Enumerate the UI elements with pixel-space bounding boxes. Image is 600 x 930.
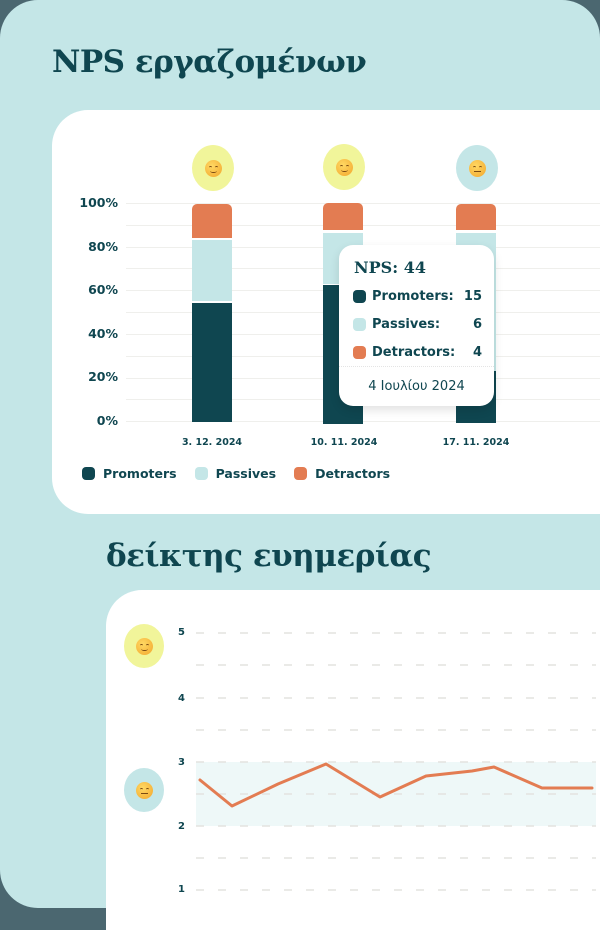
tooltip-row-promoters: Promoters: 15 [353,289,482,304]
legend-item-promoters[interactable]: Promoters [82,466,177,481]
x-label: 17. 11. 2024 [442,437,510,448]
promoters-swatch-icon [353,290,366,303]
legend-item-passives[interactable]: Passives [194,466,277,481]
chart-legend: Promoters Passives Detractors [82,466,408,481]
bar-3-12-2024[interactable] [192,204,232,422]
legend-label: Passives [215,466,277,481]
passives-swatch-icon [353,318,366,331]
tooltip-title: NPS: 44 [354,258,426,277]
y-tick-3: 3 [178,757,185,768]
tooltip-label: Passives: [372,317,441,332]
y-tick-80: 80% [88,239,118,254]
smiling-face-icon [335,158,353,176]
tooltip-value: 15 [463,289,482,304]
gridline [126,421,600,422]
legend-label: Detractors [315,466,391,481]
tooltip-label: Promoters: [372,289,454,304]
mood-badge-happy [323,144,365,190]
tooltip-value: 6 [472,317,482,332]
nps-section-title: NPS εργαζομένων [52,44,367,80]
detractors-swatch-icon [353,346,366,359]
tooltip-divider [339,366,494,367]
mood-badge-neutral [124,768,164,812]
wellbeing-line-chart [196,632,596,891]
tooltip-row-passives: Passives: 6 [353,317,482,332]
y-tick-1: 1 [178,884,185,895]
bar-segment-detractors[interactable] [456,204,496,230]
bar-segment-promoters[interactable] [192,303,232,422]
y-tick-100: 100% [79,195,118,210]
y-tick-5: 5 [178,627,185,638]
smiling-face-icon [204,159,222,177]
bar-segment-passives[interactable] [192,240,232,301]
wellbeing-section-title: δείκτης ευημερίας [106,538,432,574]
tooltip-label: Detractors: [372,345,456,360]
neutral-face-icon [468,159,486,177]
detractors-swatch-icon [294,467,308,480]
wellbeing-chart-card: 5 4 3 2 1 [106,590,600,930]
y-tick-4: 4 [178,693,185,704]
gridline [126,203,600,204]
y-tick-2: 2 [178,821,185,832]
y-tick-0: 0% [96,413,118,428]
bar-segment-detractors[interactable] [192,204,232,238]
nps-tooltip: NPS: 44 Promoters: 15 Passives: 6 Detrac… [339,245,494,406]
y-tick-20: 20% [88,369,118,384]
mood-badge-happy [124,624,164,668]
y-tick-40: 40% [88,326,118,341]
wellbeing-line[interactable] [198,762,594,808]
smiling-face-icon [135,637,153,655]
tooltip-row-detractors: Detractors: 4 [353,345,482,360]
legend-item-detractors[interactable]: Detractors [294,466,390,481]
x-label: 10. 11. 2024 [310,437,378,448]
legend-label: Promoters [103,466,177,481]
tooltip-value: 4 [472,345,482,360]
promoters-swatch-icon [82,467,95,480]
y-tick-60: 60% [88,282,118,297]
gridline [126,225,600,226]
passives-swatch-icon [194,467,208,480]
mood-badge-happy [192,145,234,191]
nps-chart-card: 100% 80% 60% 40% 20% 0% [52,110,600,514]
x-label: 3. 12. 2024 [181,437,243,448]
tooltip-date: 4 Ιουλίου 2024 [368,379,465,394]
neutral-face-icon [135,781,153,799]
bar-segment-detractors[interactable] [323,203,363,230]
mood-badge-neutral [456,145,498,191]
